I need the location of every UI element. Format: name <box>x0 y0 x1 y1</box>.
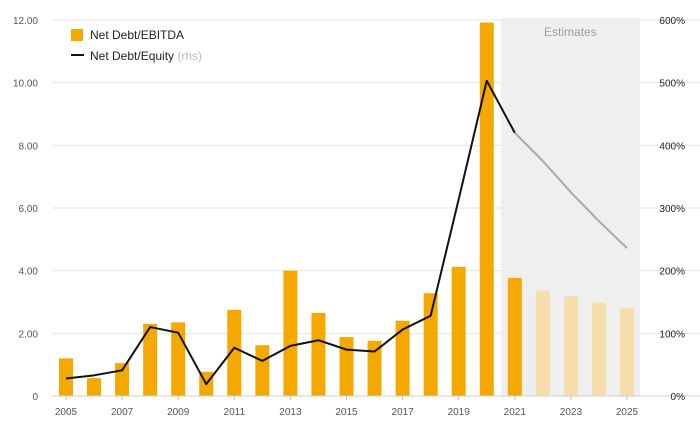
bar-2007 <box>115 363 130 396</box>
y-left-tick-label: 4.00 <box>19 267 39 278</box>
x-tick-label: 2009 <box>167 407 190 418</box>
legend-label-net-debt-equity: Net Debt/Equity (rhs) <box>90 49 202 63</box>
bar-2008 <box>143 323 158 396</box>
bar-2021 <box>507 277 522 396</box>
y-left-tick-label: 6.00 <box>19 204 39 215</box>
line-series <box>65 79 628 386</box>
gridlines <box>52 19 700 397</box>
x-tick-label: 2017 <box>391 407 414 418</box>
bar-2018 <box>423 293 438 396</box>
y-left-tick-label: 12.00 <box>13 16 38 27</box>
bar-2011 <box>227 309 242 396</box>
bar-2019 <box>451 266 466 396</box>
bar-2025 <box>620 308 634 396</box>
bar-2016 <box>367 340 382 396</box>
legend-label-rhs-suffix: (rhs) <box>177 49 202 63</box>
y-left-tick-label: 8.00 <box>19 141 39 152</box>
legend-label-net-debt-equity-main: Net Debt/Equity <box>90 49 174 63</box>
bar-2020 <box>479 22 494 397</box>
y-left-tick-label: 0 <box>32 392 38 403</box>
legend: Net Debt/EBITDA Net Debt/Equity (rhs) <box>71 28 202 63</box>
y-right-tick-label: 600% <box>659 16 685 27</box>
y-right-tick-label: 100% <box>659 329 685 340</box>
bar-2015 <box>339 337 354 396</box>
bar-2022 <box>535 290 550 396</box>
bar-2017 <box>395 320 410 396</box>
line-net-debt-equity-actual <box>65 79 516 386</box>
legend-swatch-net-debt-ebitda <box>71 29 83 41</box>
y-right-tick-label: 200% <box>659 267 685 278</box>
bar-2024 <box>591 302 606 396</box>
y-right-tick-label: 300% <box>659 204 685 215</box>
legend-label-net-debt-ebitda: Net Debt/EBITDA <box>90 28 184 42</box>
y-left-tick-label: 2.00 <box>19 329 39 340</box>
y-right-tick-label: 400% <box>659 141 685 152</box>
x-tick-label: 2015 <box>335 407 358 418</box>
y-axis-right-ticks: 0% 100% 200% 300% 400% 500% 600% <box>659 16 685 403</box>
x-axis-ticks: 2005 2007 2009 2011 2013 2015 2017 2019 2021 2023… <box>55 396 639 418</box>
bar-2013 <box>283 270 298 396</box>
y-axis-left-ticks: 0 2.00 4.00 6.00 8.00 10.00 12.00 <box>13 16 38 403</box>
bar-2006 <box>87 378 102 396</box>
y-right-tick-label: 0% <box>671 392 686 403</box>
y-right-tick-label: 500% <box>659 79 685 90</box>
line-net-debt-equity-estimates <box>514 132 628 249</box>
x-tick-label: 2005 <box>55 407 78 418</box>
y-left-tick-label: 10.00 <box>13 79 38 90</box>
x-tick-label: 2023 <box>560 407 583 418</box>
x-tick-label: 2025 <box>616 407 639 418</box>
bar-2005 <box>59 358 73 396</box>
x-tick-label: 2021 <box>504 407 527 418</box>
bar-2023 <box>563 296 578 396</box>
x-tick-label: 2011 <box>224 407 246 418</box>
estimates-label: Estimates <box>544 25 597 39</box>
bar-2014 <box>311 312 326 396</box>
x-tick-label: 2019 <box>448 407 471 418</box>
bar-2012 <box>255 345 270 396</box>
x-tick-label: 2007 <box>111 407 134 418</box>
x-tick-label: 2013 <box>279 407 302 418</box>
